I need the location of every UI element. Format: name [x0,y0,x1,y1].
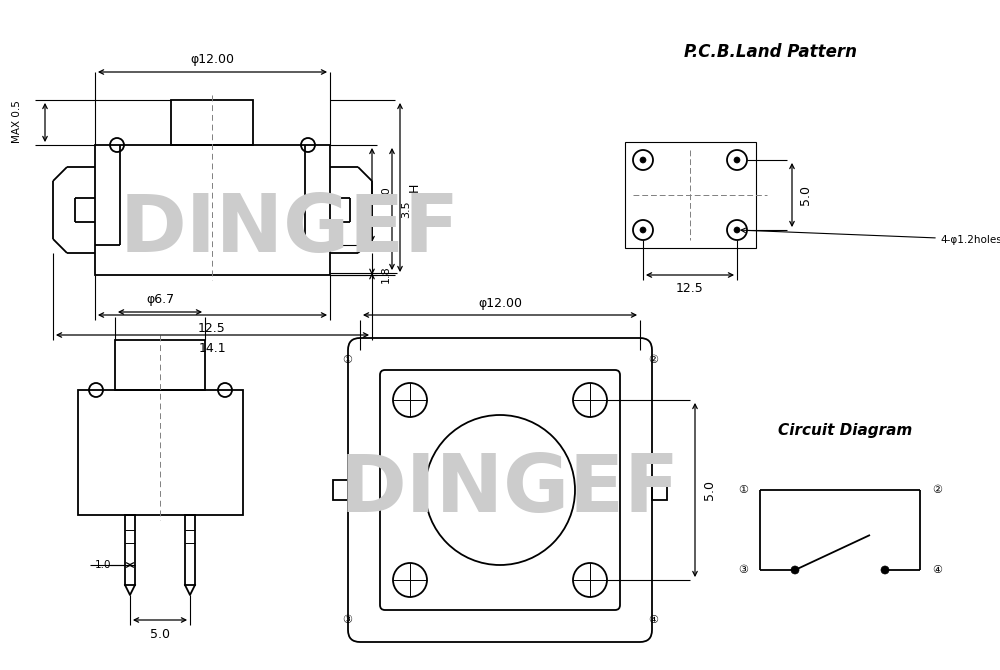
Bar [125,515,135,585]
Text: 4-φ1.2holes: 4-φ1.2holes [940,235,1000,245]
Bar [95,145,330,275]
Text: ①: ① [342,355,352,365]
Text: Circuit Diagram: Circuit Diagram [778,423,912,438]
Text: φ6.7: φ6.7 [146,293,174,306]
Text: ③: ③ [738,565,748,575]
Text: H: H [408,183,420,192]
Text: 1.0: 1.0 [95,560,111,570]
Text: DINGEF: DINGEF [340,451,680,529]
Text: ④: ④ [932,565,942,575]
Circle shape [734,157,740,163]
Bar [333,480,348,500]
Text: ④: ④ [648,615,658,625]
Text: φ12.00: φ12.00 [478,297,522,310]
Text: 4.0: 4.0 [381,186,391,204]
Text: MAX 0.5: MAX 0.5 [12,100,22,143]
Circle shape [881,566,889,574]
Text: DINGEF: DINGEF [120,191,460,269]
Text: 3.5: 3.5 [401,200,411,218]
Text: 12.5: 12.5 [676,283,704,295]
Bar [115,340,205,390]
Text: ②: ② [648,355,658,365]
Circle shape [640,227,646,233]
Text: 5.0: 5.0 [150,628,170,641]
Text: 5.0: 5.0 [702,480,716,500]
Bar [171,100,253,145]
Text: 1.8: 1.8 [381,265,391,283]
Bar [625,142,756,248]
Text: ①: ① [738,485,748,495]
Text: ③: ③ [342,615,352,625]
Text: ②: ② [932,485,942,495]
Bar [652,480,667,500]
Text: 5.0: 5.0 [800,185,812,205]
Circle shape [791,566,799,574]
Text: 12.5: 12.5 [198,322,226,336]
Text: P.C.B.Land Pattern: P.C.B.Land Pattern [684,43,856,61]
Circle shape [640,157,646,163]
Bar [185,515,195,585]
Text: 14.1: 14.1 [198,342,226,356]
Bar [78,390,243,515]
Circle shape [734,227,740,233]
Text: φ12.00: φ12.00 [190,54,234,66]
